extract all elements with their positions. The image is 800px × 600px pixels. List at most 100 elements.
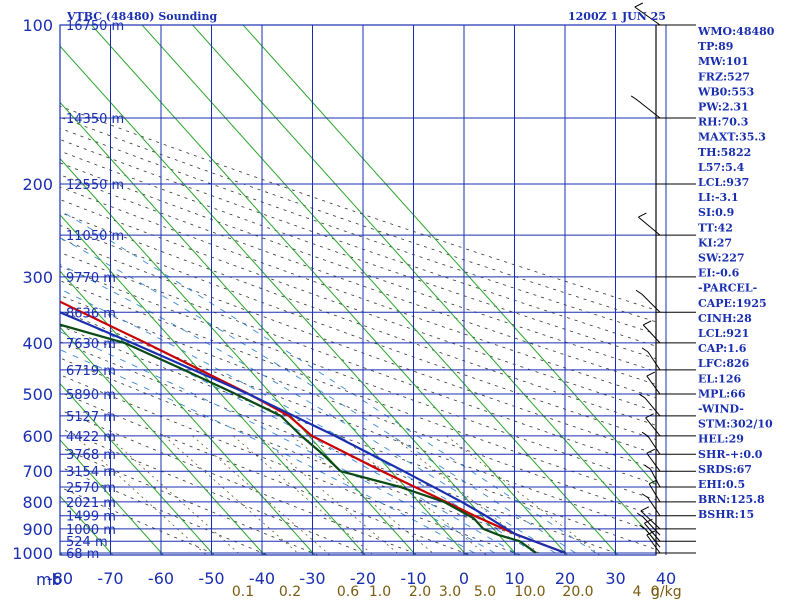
- isotherm-line: [60, 214, 366, 555]
- wind-barb-flag: [641, 493, 649, 499]
- wind-barb: [646, 375, 661, 395]
- pressure-tick-label: 800: [22, 493, 53, 512]
- mixing-ratio-line: [391, 435, 542, 555]
- index-value: TH:5822: [698, 146, 751, 159]
- wind-barb: [649, 468, 661, 488]
- mixing-ratio-labels: 0.1 0.2 0.6 1.0 2.0 3.0 5.0 10.0 20.0 4 0: [232, 584, 660, 600]
- temperature-tick-label: 30: [605, 569, 625, 588]
- wind-barb-flag: [646, 530, 656, 536]
- index-value: LFC:826: [698, 357, 750, 370]
- index-value: -WIND-: [698, 403, 744, 416]
- wind-barb-flag: [641, 431, 649, 437]
- wind-barb-flag: [634, 2, 644, 8]
- wind-barb-flag: [636, 512, 644, 518]
- moist-adiabat: [60, 331, 496, 554]
- pressure-tick-labels: 100 200 300 400 500 600 700 800 900 1000: [12, 16, 53, 563]
- valid-time: 1200Z 1 JUN 25: [568, 10, 666, 23]
- wind-barb-flag: [639, 524, 646, 530]
- temperature-tick-label: -20: [350, 569, 376, 588]
- isotherm-line: [60, 101, 467, 555]
- wind-barb: [640, 510, 661, 530]
- isotherm-line: [90, 25, 568, 555]
- wind-barb: [644, 397, 661, 417]
- index-value: SI:0.9: [698, 206, 734, 219]
- mixing-ratio-label: 1.0: [369, 584, 391, 600]
- index-value: WMO:48480: [697, 25, 775, 38]
- mixing-ratio-label: 4: [633, 584, 642, 600]
- wind-barb: [645, 417, 661, 437]
- wind-barb-flag: [645, 413, 654, 419]
- mixing-ratio-label: 0.6: [337, 584, 359, 600]
- mixing-ratio-label: 10.0: [514, 584, 545, 600]
- isotherm-line: [60, 382, 215, 555]
- wind-barb: [642, 324, 661, 344]
- wind-barb-flag: [635, 289, 643, 295]
- dry-adiabat: [60, 238, 656, 455]
- wind-barb: [648, 483, 661, 503]
- wind-barb: [634, 6, 661, 26]
- wind-barb: [636, 99, 661, 119]
- height-label: 11050 m: [66, 229, 124, 244]
- wind-barb-flag: [638, 393, 646, 399]
- index-value: PW:2.31: [698, 101, 749, 114]
- dry-adiabat: [60, 280, 656, 501]
- wind-barb: [644, 522, 661, 542]
- height-label: 1499 m: [66, 510, 116, 525]
- index-value: SRDS:67: [698, 463, 752, 476]
- index-value: RH:70.3: [698, 116, 748, 129]
- temperature-tick-label: 40: [656, 569, 676, 588]
- height-label: 3768 m: [66, 448, 116, 463]
- wind-barb: [647, 351, 661, 371]
- height-label: 6719 m: [66, 364, 116, 379]
- mixing-ratio-label: 20.0: [562, 584, 593, 600]
- mixing-ratio-line: [192, 435, 331, 555]
- mixing-ratio-label: 0.2: [279, 584, 301, 600]
- index-value: EHI:0.5: [698, 478, 745, 491]
- pressure-unit-label: mb: [36, 570, 62, 589]
- sounding-series: [60, 300, 566, 555]
- dewpoint-profile-line: [60, 323, 537, 554]
- mixing-ratio-line: [340, 435, 488, 555]
- index-value: EL:126: [698, 372, 741, 385]
- isotherm-line: [60, 45, 518, 555]
- index-value: BRN:125.8: [698, 493, 765, 506]
- wind-barb: [638, 216, 661, 236]
- wind-barb-flag: [641, 347, 649, 353]
- wind-barb: [646, 452, 661, 472]
- pressure-tick-label: 500: [22, 385, 53, 404]
- index-value: L57:5.4: [698, 161, 745, 174]
- height-label: 8636 m: [66, 306, 116, 321]
- temperature-tick-label: -40: [249, 569, 275, 588]
- mixing-ratio-label: 3.0: [439, 584, 461, 600]
- wind-barb-flag: [644, 464, 651, 470]
- index-value: -PARCEL-: [698, 282, 757, 295]
- wind-barb-flag: [642, 320, 652, 326]
- index-value: LI:-3.1: [698, 191, 739, 204]
- mixing-ratio-label: 5.0: [474, 584, 496, 600]
- pressure-tick-label: 600: [22, 427, 53, 446]
- index-value: LCL:937: [698, 176, 749, 189]
- pressure-tick-label: 300: [22, 268, 53, 287]
- isotherm-line: [191, 25, 656, 543]
- index-value: MAXT:35.3: [698, 131, 766, 144]
- index-value: TP:89: [698, 40, 733, 53]
- height-label: 2570 m: [66, 481, 116, 496]
- index-value: HEL:29: [698, 433, 744, 446]
- mixing-ratio-line: [107, 435, 242, 555]
- temperature-tick-label: 10: [504, 569, 524, 588]
- pressure-tick-label: 1000: [12, 544, 53, 563]
- isotherm-line: [60, 439, 164, 555]
- index-value: STM:302/10: [698, 418, 773, 431]
- pressure-tick-label: 100: [22, 16, 53, 35]
- index-value: CAPE:1925: [698, 297, 767, 310]
- dry-adiabat: [60, 294, 656, 517]
- indices-panel: WMO:48480 TP:89 MW:101 FRZ:527 WB0:553 PW:2.3…: [697, 25, 775, 521]
- temperature-tick-label: -50: [198, 569, 224, 588]
- pressure-grid: [59, 24, 696, 556]
- isotherm-line: [242, 25, 656, 486]
- index-value: MW:101: [698, 55, 749, 68]
- mixing-ratio-line: [291, 435, 436, 555]
- skewed-isotherms: [60, 25, 656, 555]
- index-value: TT:42: [698, 221, 733, 234]
